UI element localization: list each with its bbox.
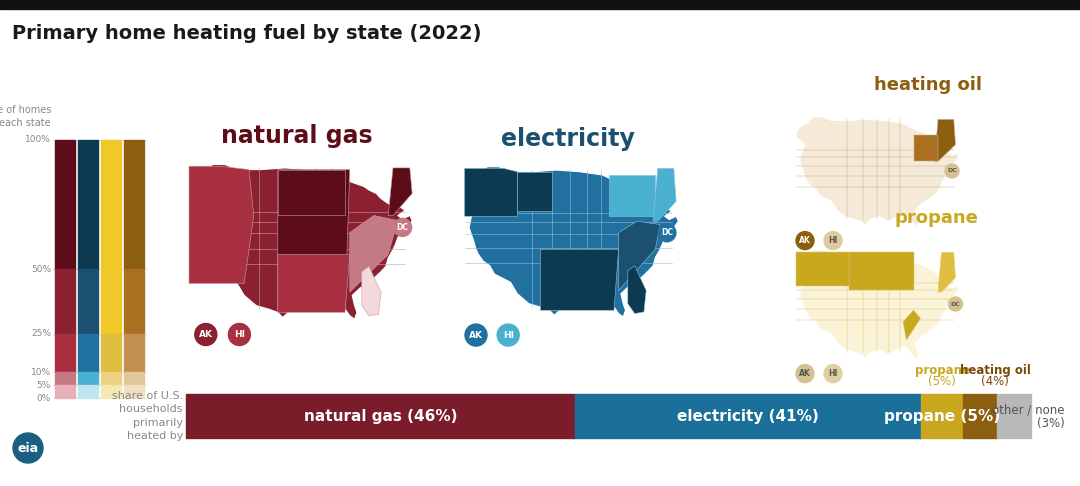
Polygon shape	[849, 252, 914, 290]
Text: AK: AK	[799, 236, 811, 245]
Circle shape	[796, 232, 814, 250]
Text: electricity: electricity	[501, 127, 635, 151]
Text: DC: DC	[947, 169, 957, 174]
Circle shape	[228, 324, 251, 346]
Text: DC: DC	[661, 228, 673, 237]
Text: (5%): (5%)	[929, 375, 956, 388]
Text: natural gas (46%): natural gas (46%)	[303, 409, 457, 423]
Circle shape	[13, 433, 43, 463]
Bar	[55, 269, 75, 333]
Circle shape	[824, 232, 842, 250]
Text: heating oil: heating oil	[960, 364, 1030, 377]
Polygon shape	[914, 135, 939, 161]
Circle shape	[658, 224, 676, 242]
Polygon shape	[619, 221, 660, 291]
Text: 10%: 10%	[31, 368, 51, 377]
Text: DC: DC	[950, 301, 960, 307]
Text: HI: HI	[828, 369, 838, 378]
Polygon shape	[464, 169, 517, 216]
Polygon shape	[796, 252, 849, 286]
Text: 25%: 25%	[31, 329, 51, 338]
Polygon shape	[627, 266, 646, 313]
Text: (3%): (3%)	[1037, 417, 1065, 430]
Text: 0%: 0%	[37, 394, 51, 402]
Bar	[0, 0, 1080, 9]
Text: propane (5%): propane (5%)	[885, 409, 1000, 423]
Bar	[78, 140, 98, 269]
Circle shape	[824, 364, 842, 382]
Polygon shape	[653, 169, 676, 221]
Bar	[124, 385, 144, 398]
Bar	[124, 333, 144, 372]
Text: other / none: other / none	[993, 403, 1065, 417]
Text: natural gas: natural gas	[221, 123, 373, 148]
Circle shape	[796, 364, 814, 382]
Bar	[78, 269, 98, 333]
Bar	[78, 333, 98, 372]
Bar	[78, 372, 98, 385]
Polygon shape	[939, 252, 956, 292]
Polygon shape	[796, 250, 959, 359]
Bar	[55, 385, 75, 398]
Polygon shape	[609, 175, 656, 216]
Bar	[124, 140, 144, 269]
Circle shape	[497, 324, 519, 346]
Text: heating oil: heating oil	[874, 76, 982, 94]
Bar	[963, 394, 997, 438]
Bar	[55, 372, 75, 385]
Text: propane: propane	[915, 364, 970, 377]
Polygon shape	[796, 117, 959, 226]
Polygon shape	[189, 166, 254, 283]
Text: 5%: 5%	[37, 381, 51, 390]
Circle shape	[948, 297, 962, 311]
Circle shape	[393, 218, 411, 236]
Text: propane: propane	[894, 208, 978, 226]
Bar	[124, 269, 144, 333]
Text: share of U.S.
households
primarily
heated by: share of U.S. households primarily heate…	[111, 391, 183, 441]
Bar	[102, 333, 121, 372]
Bar	[517, 172, 552, 211]
Text: (4%): (4%)	[982, 375, 1009, 388]
Bar	[78, 385, 98, 398]
Polygon shape	[189, 164, 413, 319]
Bar	[186, 394, 575, 438]
Text: 50%: 50%	[31, 264, 51, 274]
Text: AK: AK	[469, 330, 483, 340]
Polygon shape	[464, 167, 678, 317]
Polygon shape	[362, 266, 381, 316]
Bar	[997, 394, 1031, 438]
Bar	[575, 394, 921, 438]
Text: electricity (41%): electricity (41%)	[677, 409, 819, 423]
Polygon shape	[278, 170, 350, 309]
Polygon shape	[388, 168, 413, 215]
Polygon shape	[350, 215, 397, 292]
Bar	[102, 385, 121, 398]
Circle shape	[945, 164, 959, 178]
Bar	[278, 170, 345, 215]
Bar	[102, 140, 121, 333]
Bar	[124, 372, 144, 385]
Text: share of homes
within each state: share of homes within each state	[0, 105, 51, 128]
Text: AK: AK	[799, 369, 811, 378]
Bar	[921, 394, 963, 438]
Text: HI: HI	[828, 236, 838, 245]
Bar	[102, 372, 121, 385]
Polygon shape	[934, 120, 956, 161]
Bar	[55, 333, 75, 372]
Text: HI: HI	[502, 330, 514, 340]
Polygon shape	[540, 249, 619, 310]
Text: Primary home heating fuel by state (2022): Primary home heating fuel by state (2022…	[12, 24, 482, 43]
Text: DC: DC	[396, 223, 408, 232]
Polygon shape	[278, 255, 350, 312]
Text: HI: HI	[234, 330, 245, 339]
Text: AK: AK	[199, 330, 213, 339]
Bar	[55, 140, 75, 269]
Circle shape	[194, 324, 217, 346]
Text: eia: eia	[17, 441, 39, 454]
Text: 100%: 100%	[25, 136, 51, 144]
Polygon shape	[903, 310, 920, 340]
Circle shape	[465, 324, 487, 346]
